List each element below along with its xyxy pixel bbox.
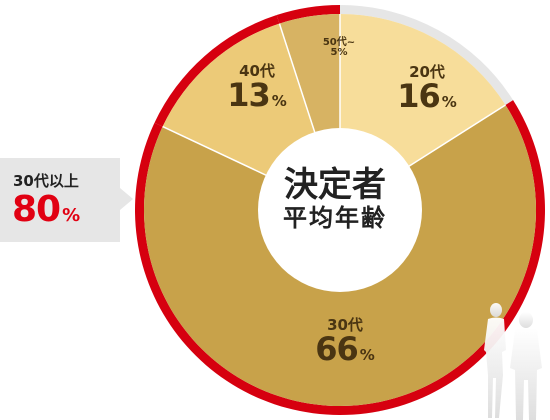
callout-value-group: 80% [12, 192, 80, 228]
slice-30s-value: 66 [315, 330, 359, 368]
callout-value: 80 [12, 189, 61, 230]
slice-40s-unit: % [271, 92, 287, 110]
center-title: 決定者 平均年齢 [270, 166, 400, 232]
ring-segment-20s [340, 5, 514, 105]
callout-arrow [120, 188, 133, 210]
callout-box [0, 158, 120, 242]
ring-segment-50s [276, 5, 340, 24]
ring-segment-40s [154, 15, 280, 127]
slice-label-50s: 50代~ 5% [316, 38, 362, 58]
slice-20s-value: 16 [397, 77, 441, 115]
center-title-line2: 平均年齢 [283, 203, 387, 232]
slice-40s-value: 13 [227, 76, 271, 114]
slice-label-40s: 40代 13% [212, 62, 302, 114]
slice-50s-value: 5% [330, 47, 348, 58]
slice-40s-age: 40代 [239, 62, 275, 80]
slice-label-30s: 30代 66% [295, 316, 395, 368]
donut-hole [258, 128, 422, 292]
callout-label: 30代以上 [13, 172, 79, 190]
slice-label-20s: 20代 16% [382, 63, 472, 115]
callout-unit: % [62, 205, 81, 226]
slice-20s-age: 20代 [409, 63, 445, 81]
slice-30s-age: 30代 [327, 316, 363, 334]
business-people-silhouette-icon [484, 303, 542, 420]
slice-50s-age: 50代~ [322, 37, 356, 48]
slice-30s-unit: % [359, 346, 375, 364]
slice-20s-unit: % [441, 93, 457, 111]
center-title-line1: 決定者 [284, 165, 386, 205]
